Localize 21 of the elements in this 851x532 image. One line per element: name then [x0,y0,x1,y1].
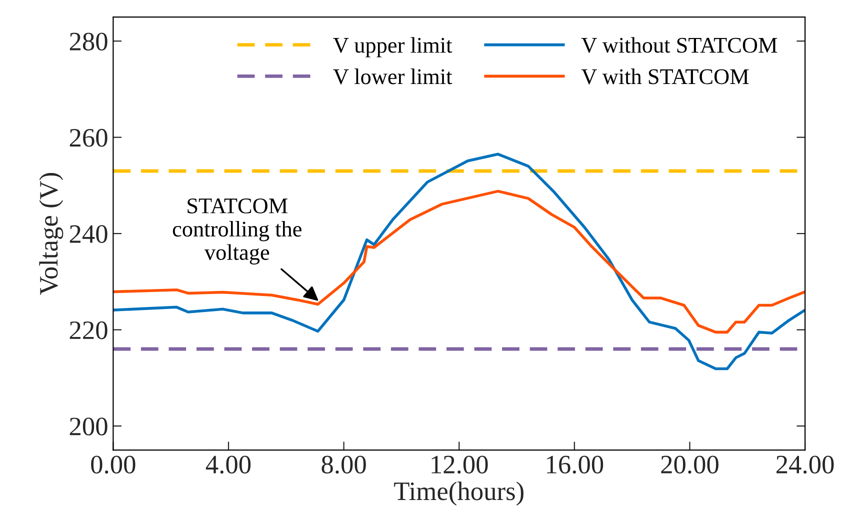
x-axis-title: Time(hours) [394,482,524,506]
x-tick-label: 24.00 [776,456,834,474]
legend-label: V upper limit [333,37,452,58]
legend-label: V without STATCOM [581,37,778,53]
line-series [113,152,806,370]
y-tick-label: 280 [70,32,108,50]
y-tick-label: 260 [70,128,108,147]
y-tick-label: 220 [70,321,108,340]
legend-label: V with STATCOM [581,68,749,84]
annotation: STATCOM controlling the voltage [172,198,302,265]
y-tick-label: 240 [70,225,108,243]
x-tick-label: 12.00 [432,456,488,474]
x-tick-label: 4.00 [206,456,251,474]
y-tick-label: 200 [70,418,108,436]
x-tick-label: 16.00 [547,456,604,474]
legend-label: V lower limit [333,68,452,84]
x-tick-label: 0.00 [91,456,136,474]
x-tick-label: 20.00 [661,456,718,474]
y-axis-title: Voltage (V) [39,173,64,295]
line-series [113,190,806,334]
x-tick-label: 8.00 [322,456,366,474]
